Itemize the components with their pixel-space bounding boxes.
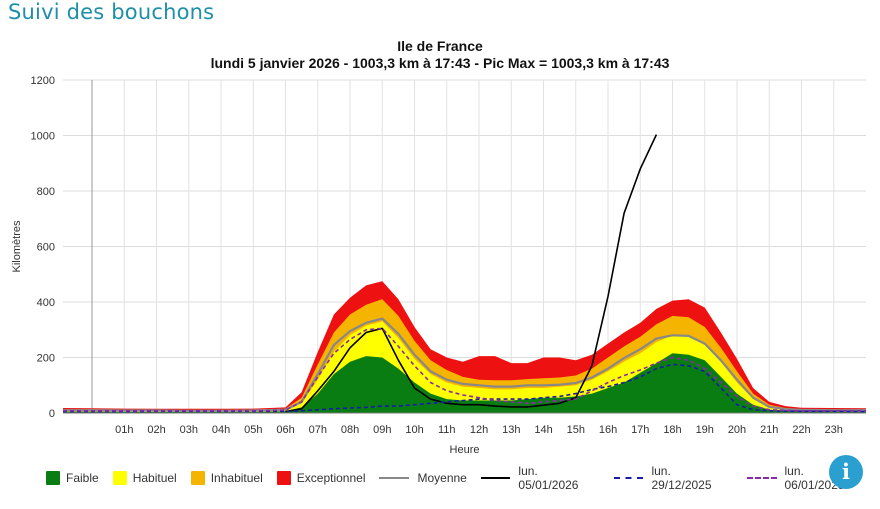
legend-label: Inhabituel — [210, 471, 263, 485]
legend-label: Habituel — [132, 471, 177, 485]
legend-label: Faible — [66, 471, 99, 485]
x-tick-label: 05h — [244, 424, 262, 436]
x-tick-label: 16h — [599, 424, 617, 436]
legend-line-sample — [480, 477, 511, 479]
band-faible — [63, 353, 866, 413]
x-tick-label: 10h — [405, 424, 423, 436]
legend-item-inhabituel[interactable]: Inhabituel — [190, 471, 263, 485]
x-tick-label: 21h — [760, 424, 778, 436]
x-tick-label: 22h — [792, 424, 810, 436]
page-heading: Suivi des bouchons — [8, 0, 215, 24]
chart-title-detail: lundi 5 janvier 2026 - 1003,3 km à 17:43… — [210, 55, 670, 71]
x-tick-label: 08h — [341, 424, 359, 436]
x-tick-label: 20h — [728, 424, 746, 436]
legend-swatch — [46, 471, 60, 485]
x-tick-label: 01h — [115, 424, 133, 436]
x-tick-label: 11h — [438, 424, 456, 436]
x-tick-label: 15h — [567, 424, 585, 436]
y-tick-label: 400 — [37, 297, 55, 309]
legend-item-faible[interactable]: Faible — [46, 471, 99, 485]
series-line — [63, 327, 866, 412]
y-tick-label: 0 — [49, 408, 55, 420]
y-tick-label: 1000 — [31, 131, 55, 143]
legend-line-sample — [746, 477, 777, 479]
legend-swatch — [190, 471, 205, 485]
legend-label: lun. 05/01/2026 — [518, 464, 579, 492]
x-tick-label: 13h — [502, 424, 520, 436]
y-tick-label: 200 — [37, 353, 55, 365]
legend-item-ref1[interactable]: lun. 29/12/2025 — [613, 464, 733, 492]
legend-line-sample — [613, 477, 644, 479]
x-tick-label: 12h — [470, 424, 488, 436]
info-icon[interactable]: i — [829, 455, 863, 489]
legend-label: lun. 29/12/2025 — [651, 464, 712, 492]
x-tick-label: 09h — [373, 424, 391, 436]
x-tick-label: 14h — [534, 424, 552, 436]
x-tick-label: 04h — [212, 424, 230, 436]
chart-legend: Faible Habituel Inhabituel Exceptionnel Moye… — [46, 464, 880, 492]
x-tick-label: 03h — [180, 424, 198, 436]
x-tick-label: 07h — [309, 424, 327, 436]
x-tick-label: 06h — [276, 424, 294, 436]
series-line — [285, 134, 658, 413]
y-tick-label: 1200 — [31, 75, 55, 87]
x-tick-label: 18h — [663, 424, 681, 436]
x-tick-label: 19h — [696, 424, 714, 436]
y-tick-label: 600 — [37, 242, 55, 254]
legend-label: Exceptionnel — [296, 471, 366, 485]
y-axis-title: Kilomètres — [11, 220, 23, 272]
legend-item-habituel[interactable]: Habituel — [112, 471, 177, 485]
legend-swatch — [276, 471, 291, 485]
legend-swatch — [112, 471, 127, 485]
legend-item-day[interactable]: lun. 05/01/2026 — [480, 464, 600, 492]
series-line — [63, 363, 867, 413]
x-tick-label: 17h — [631, 424, 649, 436]
x-tick-label: 02h — [147, 424, 165, 436]
x-axis-title: Heure — [450, 444, 480, 456]
y-tick-label: 800 — [37, 186, 55, 198]
legend-item-exceptionnel[interactable]: Exceptionnel — [276, 471, 366, 485]
legend-item-moyenne[interactable]: Moyenne — [379, 471, 467, 485]
chart-title-region: Ile de France — [397, 38, 483, 54]
x-tick-label: 23h — [825, 424, 843, 436]
legend-label: lun. 06/01/2025 — [784, 464, 845, 492]
legend-label: Moyenne — [417, 471, 467, 485]
legend-line-sample — [379, 477, 410, 479]
legend-item-ref2[interactable]: lun. 06/01/2025 — [746, 464, 866, 492]
